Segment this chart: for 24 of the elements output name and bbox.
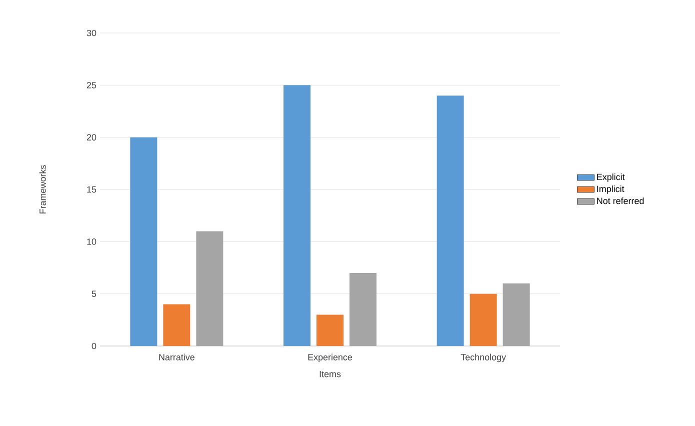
x-tick-label: Technology	[460, 354, 506, 362]
bar	[502, 283, 530, 346]
bar	[470, 294, 497, 346]
legend-label: Explicit	[597, 174, 625, 182]
bar	[130, 137, 158, 346]
bar	[196, 231, 224, 346]
y-tick-label: 20	[86, 134, 96, 141]
y-tick-label: 30	[86, 30, 96, 36]
bar	[284, 85, 311, 346]
y-tick-label: 15	[87, 186, 96, 193]
y-tick-label: 5	[92, 290, 96, 297]
legend-label: Not referred	[597, 197, 644, 204]
bar	[163, 304, 190, 346]
y-axis-title: Frameworks	[39, 165, 46, 214]
x-tick-label: Experience	[308, 354, 352, 362]
y-tick-label: 0	[92, 342, 96, 350]
bar	[350, 272, 377, 346]
y-tick-label: 25	[86, 82, 96, 88]
bar	[316, 314, 344, 346]
y-tick-label: 10	[87, 238, 96, 245]
bar	[436, 96, 464, 346]
legend-label: Implicit	[597, 186, 624, 194]
x-axis-title: Items	[320, 370, 341, 378]
x-tick-label: Narrative	[159, 354, 194, 360]
